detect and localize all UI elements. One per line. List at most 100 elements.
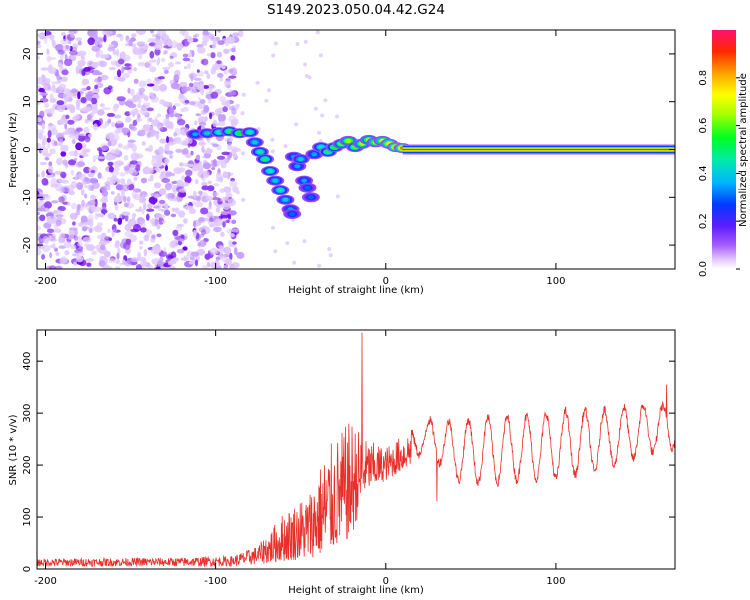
noise-speckle <box>169 107 174 114</box>
noise-speckle <box>218 159 226 164</box>
noise-speckle <box>140 177 147 184</box>
noise-speckle <box>157 76 165 80</box>
noise-speckle <box>174 113 181 118</box>
noise-speckle <box>128 111 134 115</box>
noise-speckle <box>146 78 152 85</box>
noise-speckle <box>42 194 51 201</box>
snr-ytick-label: 300 <box>22 404 33 423</box>
noise-speckle <box>113 161 122 168</box>
noise-speckle <box>60 144 69 152</box>
noise-speckle <box>137 61 146 67</box>
noise-speckle <box>142 166 151 175</box>
noise-speckle <box>138 80 147 88</box>
noise-speckle <box>55 251 60 256</box>
noise-speckle <box>165 113 170 119</box>
noise-speckle <box>158 84 168 92</box>
noise-speckle <box>120 51 126 59</box>
noise-speckle <box>44 31 52 36</box>
noise-speckle <box>197 46 206 54</box>
noise-speckle <box>180 182 190 187</box>
ridge-blob <box>204 131 211 136</box>
noise-speckle <box>108 166 114 173</box>
noise-speckle <box>86 262 92 267</box>
colorbar-ticks: 0.0 0.2 0.4 0.6 0.8 <box>698 70 740 277</box>
noise-speckle <box>59 258 67 264</box>
noise-speckle <box>231 108 237 115</box>
spectrogram-ylabel: Frequency (Hz) <box>8 112 19 188</box>
noise-speckle <box>255 80 260 85</box>
noise-speckle <box>135 118 143 122</box>
noise-speckle <box>230 228 240 233</box>
noise-speckle <box>49 34 55 41</box>
noise-speckle <box>188 59 195 63</box>
noise-speckle <box>125 116 132 123</box>
noise-speckle <box>37 117 43 123</box>
noise-speckle <box>76 182 84 190</box>
noise-speckle <box>224 159 230 163</box>
noise-speckle <box>294 122 299 127</box>
noise-speckle <box>207 180 213 185</box>
noise-speckle <box>190 86 196 91</box>
noise-speckle <box>142 102 151 107</box>
noise-speckle <box>194 179 199 185</box>
noise-speckle <box>105 153 114 161</box>
noise-speckle <box>203 217 209 222</box>
noise-speckle <box>99 124 107 129</box>
noise-speckle <box>157 57 161 65</box>
noise-speckle <box>141 141 146 146</box>
noise-speckle <box>65 114 70 120</box>
noise-speckle <box>47 124 57 131</box>
noise-speckle <box>98 260 106 267</box>
noise-speckle <box>146 208 155 212</box>
noise-speckle <box>189 90 199 94</box>
noise-speckle <box>70 169 75 176</box>
noise-speckle <box>213 226 222 233</box>
noise-speckle <box>161 220 166 224</box>
noise-speckle <box>164 143 170 152</box>
noise-speckle <box>219 188 226 193</box>
noise-speckle <box>156 113 162 118</box>
noise-speckle <box>233 247 238 255</box>
noise-speckle <box>230 264 238 269</box>
noise-speckle <box>169 112 175 118</box>
noise-speckle <box>117 217 123 225</box>
noise-speckle <box>212 143 219 148</box>
noise-speckle <box>154 154 164 162</box>
noise-speckle <box>71 138 76 145</box>
noise-speckle <box>207 185 215 192</box>
noise-speckle <box>100 186 108 192</box>
noise-speckle <box>60 171 67 178</box>
noise-speckle <box>231 241 237 245</box>
noise-speckle <box>103 34 107 43</box>
noise-speckle <box>215 207 221 213</box>
noise-speckle <box>114 121 124 129</box>
colorbar-tick-label: 0.2 <box>698 213 709 229</box>
noise-speckle <box>87 200 96 206</box>
noise-speckle <box>117 143 123 149</box>
snr-ytick-label: 200 <box>22 456 33 475</box>
noise-speckle <box>210 159 218 164</box>
noise-speckle <box>74 157 78 162</box>
noise-speckle <box>223 264 228 269</box>
noise-speckle <box>189 256 195 261</box>
noise-speckle <box>213 199 218 206</box>
noise-speckle <box>159 138 168 144</box>
noise-speckle <box>157 146 164 155</box>
noise-speckle <box>217 30 221 33</box>
noise-speckle <box>69 227 78 231</box>
noise-speckle <box>222 217 227 223</box>
noise-speckle <box>124 230 134 238</box>
noise-speckle <box>172 229 179 237</box>
noise-speckle <box>104 236 111 241</box>
noise-speckle <box>222 171 229 179</box>
noise-speckle <box>149 51 155 59</box>
noise-speckle <box>201 185 210 191</box>
noise-speckle <box>184 176 192 184</box>
colorbar-gradient <box>712 30 736 269</box>
noise-speckle <box>71 253 80 257</box>
noise-speckle <box>63 58 73 67</box>
noise-speckle <box>208 200 212 208</box>
noise-speckle <box>228 240 233 248</box>
noise-speckle <box>229 252 233 261</box>
noise-speckle <box>124 214 129 222</box>
